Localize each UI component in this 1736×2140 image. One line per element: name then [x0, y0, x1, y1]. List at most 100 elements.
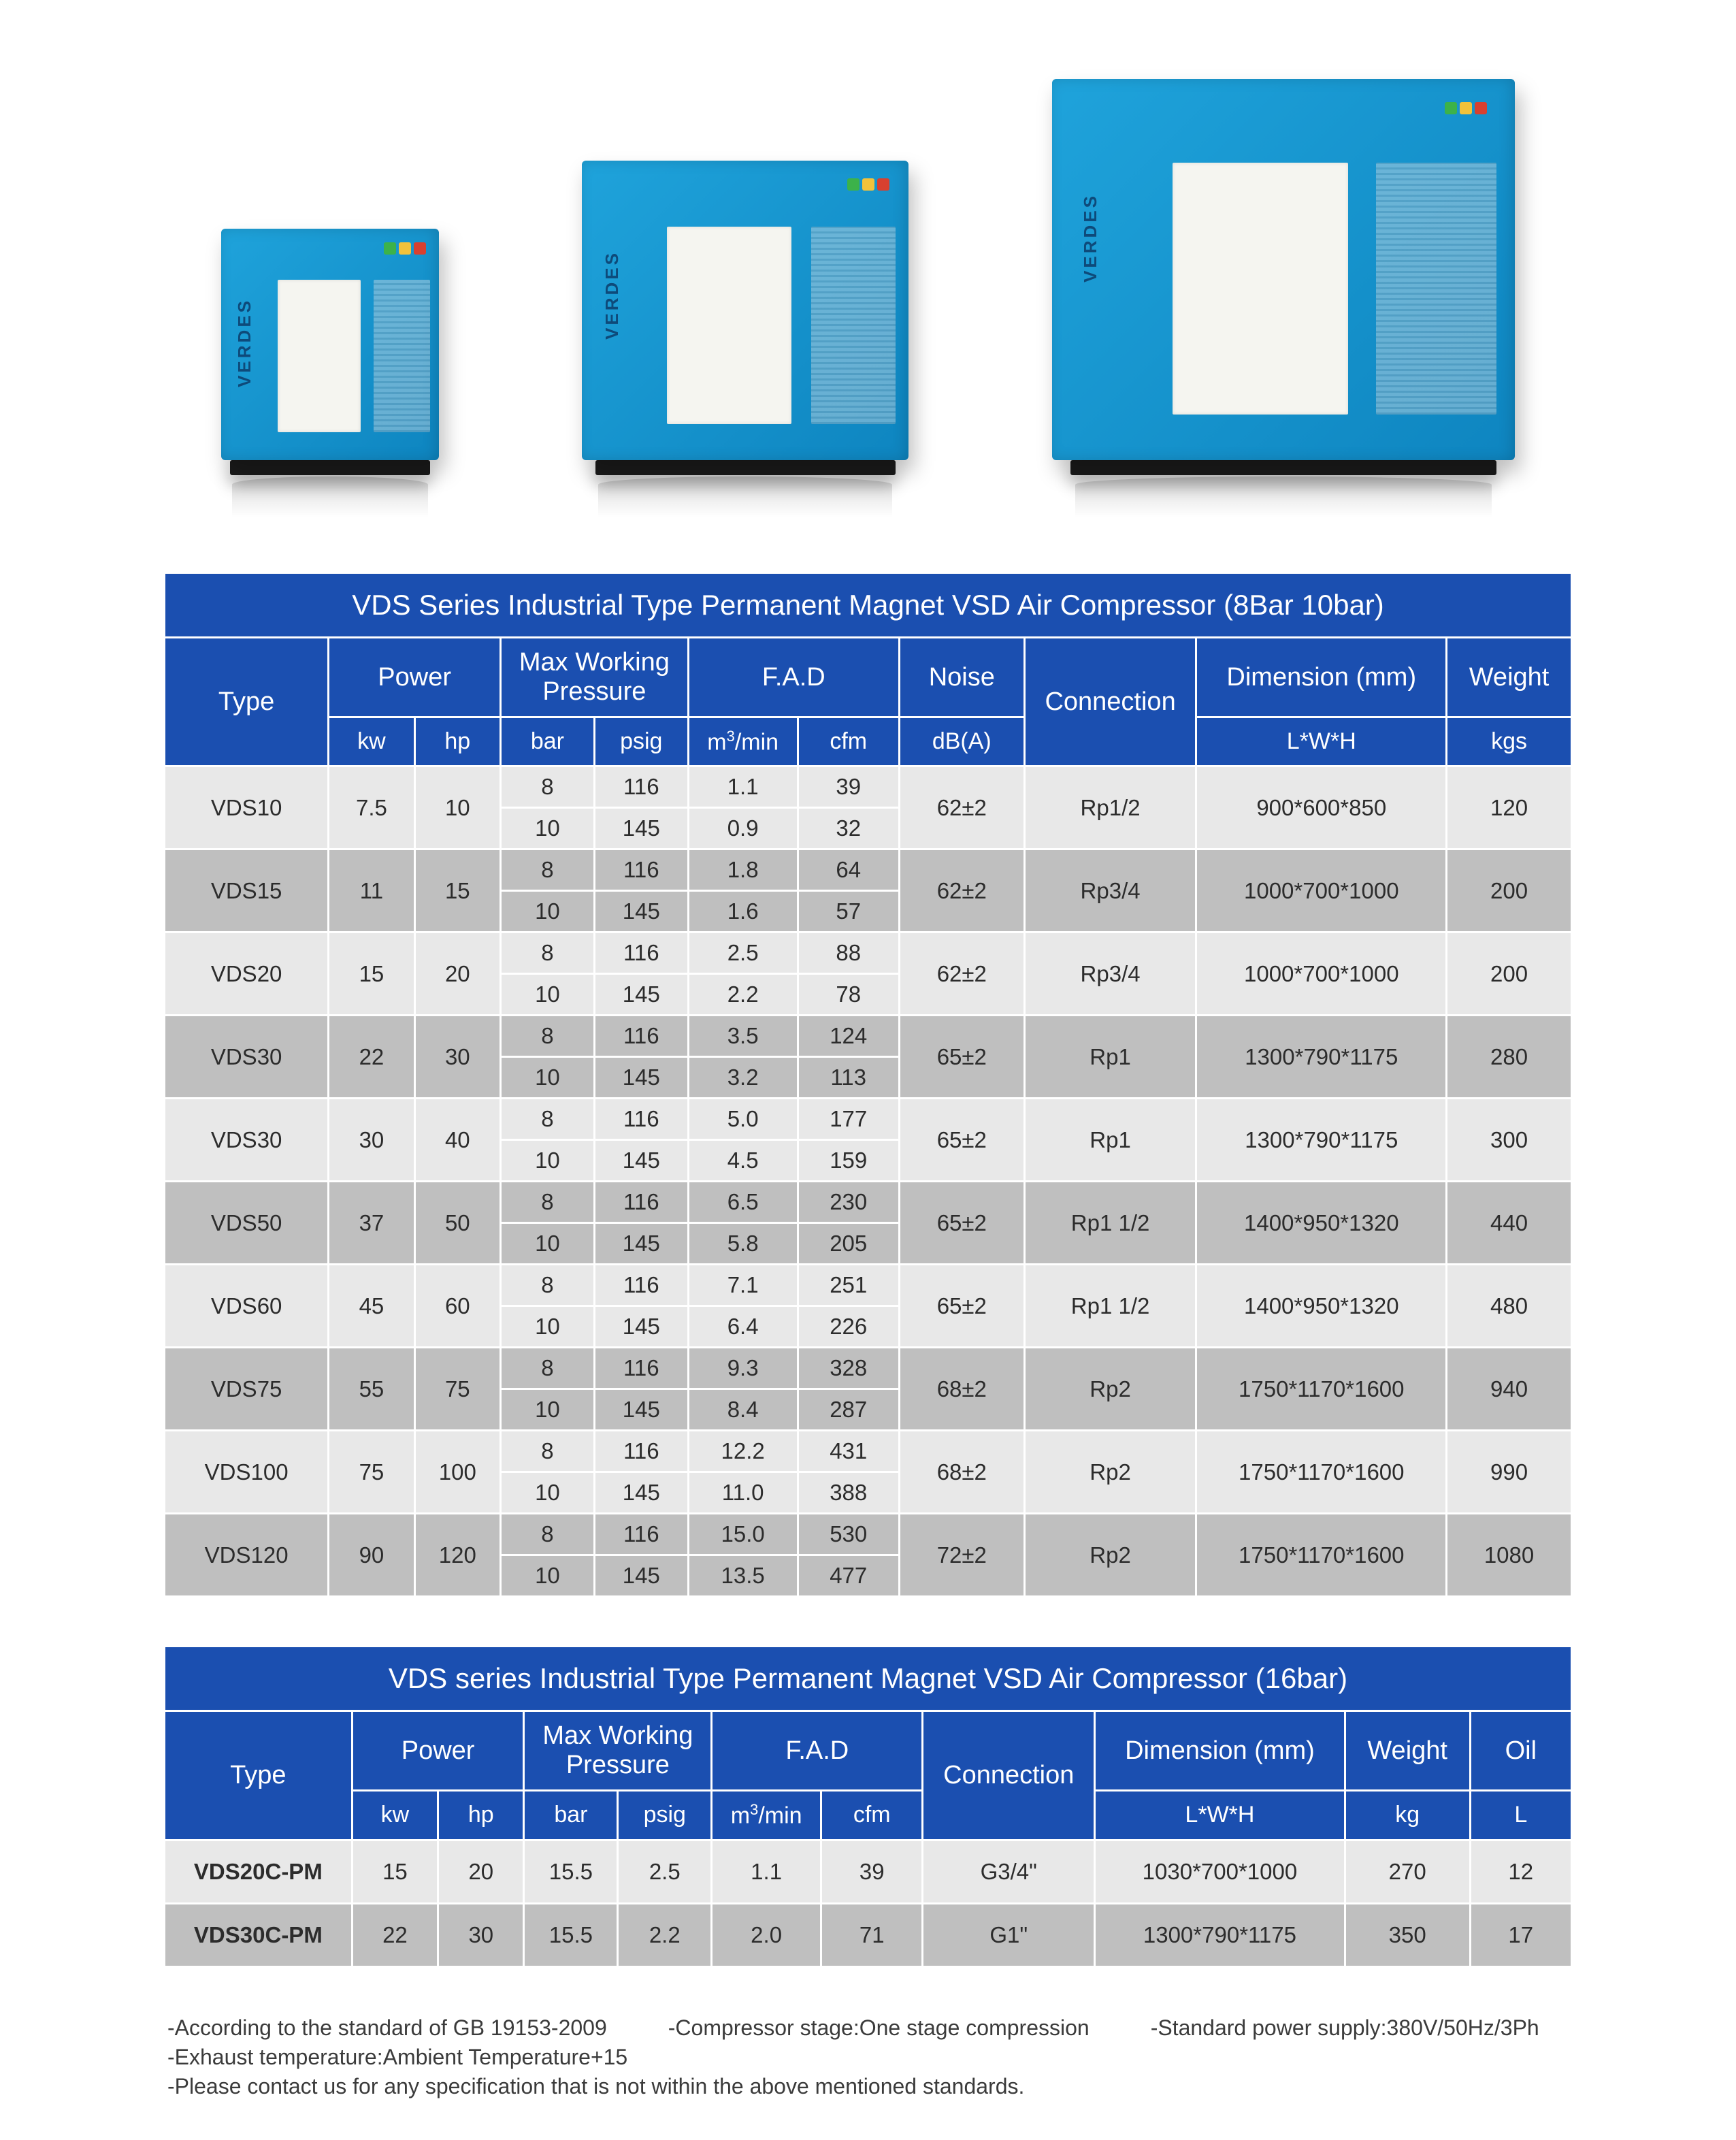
cell: 40 — [414, 1099, 500, 1182]
cell: 68±2 — [899, 1348, 1024, 1431]
col-connection: Connection — [923, 1711, 1095, 1840]
table-row: VDS75557581169.332868±2Rp21750*1170*1600… — [165, 1348, 1572, 1389]
sub-cfm: cfm — [798, 717, 899, 766]
cell: 8 — [501, 1099, 595, 1140]
cell: 15.0 — [688, 1514, 798, 1555]
sub-kw: kw — [329, 717, 414, 766]
cell: 15.5 — [524, 1903, 618, 1966]
cell: 8 — [501, 933, 595, 974]
cell: 113 — [798, 1057, 899, 1099]
cell: 32 — [798, 808, 899, 849]
table-row: VDS30223081163.512465±2Rp11300*790*11752… — [165, 1016, 1572, 1057]
cell: VDS20 — [165, 933, 329, 1016]
sub-cfm: cfm — [821, 1791, 923, 1840]
cell: 6.4 — [688, 1306, 798, 1348]
spec-table-16bar: VDS series Industrial Type Permanent Mag… — [163, 1645, 1573, 1967]
cell: 8 — [501, 1016, 595, 1057]
brand-label: VERDES — [234, 298, 255, 387]
table-title: VDS series Industrial Type Permanent Mag… — [165, 1647, 1572, 1711]
cell: 57 — [798, 891, 899, 933]
cell: 20 — [414, 933, 500, 1016]
cell: 145 — [594, 808, 688, 849]
cell: 55 — [329, 1348, 414, 1431]
cell: 39 — [798, 766, 899, 808]
cell: G1" — [923, 1903, 1095, 1966]
cell: 10 — [414, 766, 500, 849]
cell: Rp2 — [1024, 1431, 1196, 1514]
sub-bar: bar — [524, 1791, 618, 1840]
cell: 8 — [501, 1348, 595, 1389]
cell: 5.8 — [688, 1223, 798, 1265]
cell: 120 — [1447, 766, 1572, 849]
cell: 116 — [594, 1182, 688, 1223]
cell: 440 — [1447, 1182, 1572, 1265]
cell: 65±2 — [899, 1016, 1024, 1099]
cell: 1300*790*1175 — [1196, 1016, 1447, 1099]
cell: VDS30 — [165, 1099, 329, 1182]
cell: Rp1 — [1024, 1099, 1196, 1182]
cell: 124 — [798, 1016, 899, 1057]
cell: 230 — [798, 1182, 899, 1223]
cell: 2.2 — [618, 1903, 712, 1966]
table-row: VDS30C-PM223015.52.22.071G1"1300*790*117… — [165, 1903, 1572, 1966]
sub-dba: dB(A) — [899, 717, 1024, 766]
cell: 88 — [798, 933, 899, 974]
table-title: VDS Series Industrial Type Permanent Mag… — [165, 573, 1572, 638]
cell: 116 — [594, 933, 688, 974]
cell: 1750*1170*1600 — [1196, 1514, 1447, 1597]
cell: 116 — [594, 1348, 688, 1389]
cell: 15 — [329, 933, 414, 1016]
table-row: VDS20152081162.58862±2Rp3/41000*700*1000… — [165, 933, 1572, 974]
cell: 1750*1170*1600 — [1196, 1348, 1447, 1431]
col-weight: Weight — [1447, 638, 1572, 717]
footnotes: -According to the standard of GB 19153-2… — [163, 2015, 1573, 2099]
col-fad: F.A.D — [688, 638, 899, 717]
cell: 145 — [594, 891, 688, 933]
cell: 20 — [438, 1840, 524, 1903]
cell: 90 — [329, 1514, 414, 1597]
cell: 116 — [594, 849, 688, 891]
cell: 300 — [1447, 1099, 1572, 1182]
cell: 116 — [594, 766, 688, 808]
cell: 11 — [329, 849, 414, 933]
cell: G3/4" — [923, 1840, 1095, 1903]
cell: 1.6 — [688, 891, 798, 933]
cell: 350 — [1345, 1903, 1470, 1966]
cell: 120 — [414, 1514, 500, 1597]
cell: 68±2 — [899, 1431, 1024, 1514]
sub-kg: kg — [1345, 1791, 1470, 1840]
cell: VDS20C-PM — [165, 1840, 353, 1903]
cell: Rp3/4 — [1024, 849, 1196, 933]
cell: 145 — [594, 1389, 688, 1431]
cell: Rp1 1/2 — [1024, 1265, 1196, 1348]
cell: 10 — [501, 1057, 595, 1099]
col-dimension: Dimension (mm) — [1196, 638, 1447, 717]
brand-label: VERDES — [602, 250, 623, 340]
col-power: Power — [352, 1711, 524, 1791]
cell: 2.2 — [688, 974, 798, 1016]
cell: 200 — [1447, 849, 1572, 933]
cell: Rp2 — [1024, 1348, 1196, 1431]
cell: 8 — [501, 1431, 595, 1472]
cell: VDS75 — [165, 1348, 329, 1431]
cell: VDS10 — [165, 766, 329, 849]
compressor-large: VERDES — [1052, 79, 1515, 517]
cell: 15.5 — [524, 1840, 618, 1903]
sub-bar: bar — [501, 717, 595, 766]
cell: VDS50 — [165, 1182, 329, 1265]
cell: VDS60 — [165, 1265, 329, 1348]
cell: 10 — [501, 891, 595, 933]
cell: 990 — [1447, 1431, 1572, 1514]
cell: 2.5 — [688, 933, 798, 974]
compressor-small: VERDES — [221, 229, 439, 517]
table-row: VDS60456081167.125165±2Rp1 1/21400*950*1… — [165, 1265, 1572, 1306]
cell: 62±2 — [899, 766, 1024, 849]
cell: 37 — [329, 1182, 414, 1265]
sub-m3min: m3/min — [688, 717, 798, 766]
sub-kw: kw — [352, 1791, 438, 1840]
cell: 78 — [798, 974, 899, 1016]
cell: 10 — [501, 1306, 595, 1348]
cell: 8 — [501, 1514, 595, 1555]
cell: 9.3 — [688, 1348, 798, 1389]
cell: Rp3/4 — [1024, 933, 1196, 1016]
